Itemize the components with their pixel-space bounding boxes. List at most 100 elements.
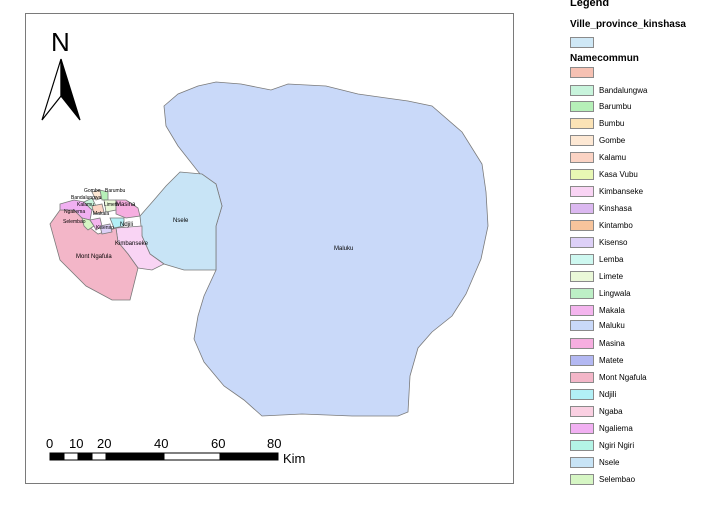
- label-masina: Masina: [116, 202, 136, 208]
- nsele-area[interactable]: [139, 171, 223, 271]
- legend-item: Limete: [570, 271, 720, 283]
- legend-swatch: [570, 85, 594, 96]
- scale-tick-10: 10: [69, 436, 83, 451]
- legend-item-label: Masina: [599, 339, 625, 348]
- scale-bar: 0 10 20 40 60 80 Kim: [46, 436, 305, 466]
- legend-item-label: Gombe: [599, 136, 626, 145]
- legend-item-label: Kintambo: [599, 221, 633, 230]
- legend-item-label: Nsele: [599, 458, 620, 467]
- legend-item: Makala: [570, 305, 720, 317]
- kisenso-area[interactable]: [99, 223, 113, 235]
- label-kisenso: Kisenso: [96, 225, 114, 231]
- legend-swatch: [570, 288, 594, 299]
- legend-item: Kasa Vubu: [570, 169, 720, 181]
- legend-item: Maluku: [570, 320, 720, 332]
- label-kimbanseke: Kimbanseke: [115, 241, 149, 247]
- north-arrow-right-half: [60, 58, 81, 121]
- label-nsele: Nsele: [173, 218, 189, 224]
- scale-segment: [63, 452, 79, 461]
- scale-unit: Kim: [283, 451, 305, 466]
- masina-area[interactable]: [115, 199, 141, 219]
- kalamu-area[interactable]: [91, 203, 105, 215]
- scale-segment: [163, 452, 221, 461]
- scale-tick-60: 60: [211, 436, 225, 451]
- legend-item: Ngaba: [570, 406, 720, 418]
- makala-area[interactable]: [89, 217, 103, 231]
- legend-item: Matete: [570, 355, 720, 367]
- legend-item-label: Kasa Vubu: [599, 170, 638, 179]
- legend-item: Bumbu: [570, 118, 720, 130]
- label-ngaliema: Ngaliema: [64, 209, 85, 215]
- north-label: N: [51, 27, 70, 57]
- legend-swatch: [570, 271, 594, 282]
- legend-item: Kimbanseke: [570, 186, 720, 198]
- legend-swatch: [570, 203, 594, 214]
- empty-value-swatch: [570, 67, 594, 78]
- legend-swatch: [570, 406, 594, 417]
- province-swatch: [570, 37, 594, 48]
- legend-swatch: [570, 457, 594, 468]
- legend-swatch: [570, 355, 594, 366]
- legend-swatch: [570, 440, 594, 451]
- legend-item-label: Lemba: [599, 255, 624, 264]
- legend-item: Bandalungwa: [570, 85, 720, 97]
- legend-title: Legend: [570, 0, 610, 9]
- legend-panel: Legend Ville_province_kinshasa Namecommu…: [570, 0, 723, 512]
- selembao-area[interactable]: [81, 217, 95, 231]
- scale-segment: [105, 452, 165, 461]
- legend-item-label: Ndjili: [599, 390, 617, 399]
- legend-item: Kintambo: [570, 220, 720, 232]
- label-barumbu: Barumbu: [105, 188, 126, 194]
- legend-item-label: Bumbu: [599, 119, 625, 128]
- legend-item: Kisenso: [570, 237, 720, 249]
- legend-item: Barumbu: [570, 101, 720, 113]
- legend-item: Gombe: [570, 135, 720, 147]
- ndjili-area[interactable]: [109, 217, 125, 229]
- north-arrow: N: [41, 27, 81, 121]
- scale-segment: [91, 452, 107, 461]
- north-arrow-left-half: [41, 58, 62, 121]
- legend-item: Selembao: [570, 474, 720, 486]
- legend-item: Lingwala: [570, 288, 720, 300]
- scale-segment: [49, 452, 65, 461]
- legend-layer-province: Ville_province_kinshasa: [570, 19, 686, 30]
- legend-item: Kinshasa: [570, 203, 720, 215]
- legend-item-label: Lingwala: [599, 289, 631, 298]
- label-selembao: Selembao: [63, 219, 86, 225]
- legend-item-label: Kisenso: [599, 238, 628, 247]
- legend-item: Ndjili: [570, 389, 720, 401]
- scale-tick-80: 80: [267, 436, 281, 451]
- legend-item-label: Ngiri Ngiri: [599, 441, 635, 450]
- legend-item-label: Limete: [599, 272, 624, 281]
- legend-item-label: Ngaliema: [599, 424, 633, 433]
- map-frame: Maluku Nsele Kimbanseke Mont Ngafula Mas…: [25, 13, 514, 484]
- label-ndjili: Ndjili: [120, 222, 133, 228]
- scale-segment: [219, 452, 279, 461]
- legend-item: Ngiri Ngiri: [570, 440, 720, 452]
- legend-swatch: [570, 423, 594, 434]
- legend-item: Mont Ngafula: [570, 372, 720, 384]
- scale-tick-0: 0: [46, 436, 53, 451]
- legend-item-label: Matete: [599, 356, 624, 365]
- legend-swatch: [570, 118, 594, 129]
- legend-item-label: Kalamu: [599, 153, 627, 162]
- legend-item-label: Mont Ngafula: [599, 373, 647, 382]
- legend-swatch: [570, 169, 594, 180]
- label-mont-ngafula: Mont Ngafula: [76, 254, 112, 260]
- legend-swatch: [570, 474, 594, 485]
- legend-swatch: [570, 152, 594, 163]
- legend-swatch: [570, 135, 594, 146]
- legend-swatch: [570, 186, 594, 197]
- legend-item: Lemba: [570, 254, 720, 266]
- map-canvas: Maluku Nsele Kimbanseke Mont Ngafula Mas…: [41, 27, 489, 466]
- legend-item-label: Maluku: [599, 321, 625, 330]
- legend-item: Kalamu: [570, 152, 720, 164]
- legend-item-label: Kimbanseke: [599, 187, 644, 196]
- legend-item-label: Kinshasa: [599, 204, 632, 213]
- scale-segment: [77, 452, 93, 461]
- legend-swatch: [570, 372, 594, 383]
- legend-swatch: [570, 101, 594, 112]
- legend-item-label: Ngaba: [599, 407, 623, 416]
- label-kalamu: Kalamu: [77, 202, 94, 208]
- legend-item-label: Selembao: [599, 475, 636, 484]
